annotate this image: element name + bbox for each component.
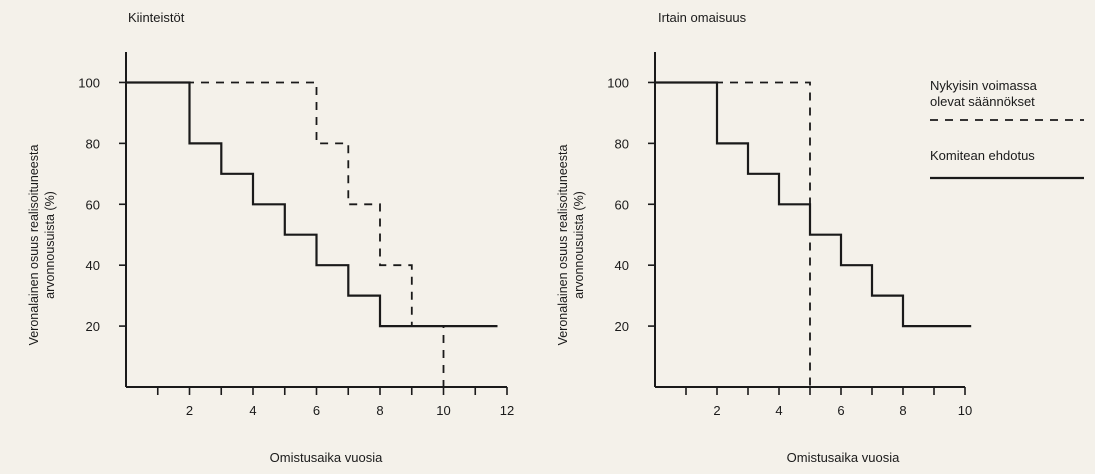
chart1-xtick-label: 2 [186, 403, 193, 418]
chart2-ytick-label: 20 [615, 319, 629, 334]
chart2-ytick-label: 40 [615, 258, 629, 273]
chart1-ylabel-line2: arvonnousuista (%) [43, 191, 57, 299]
chart1-xtick-label: 4 [249, 403, 256, 418]
chart1-xtick-label: 6 [313, 403, 320, 418]
chart1-ylabel-line1: Veronalainen osuus realisoituneesta [27, 145, 41, 346]
chart1-xtick-label: 12 [500, 403, 514, 418]
chart2-xtick-label: 2 [713, 403, 720, 418]
chart2-ytick-label: 60 [615, 197, 629, 212]
chart2-xtick-label: 8 [899, 403, 906, 418]
plots-layer: 20 40 60 80 100 2 4 6 8 10 12 20 40 60 80 100 2 4 6 8 10 [78, 52, 972, 418]
chart2-xtick-label: 4 [775, 403, 782, 418]
chart2-xlabel: Omistusaika vuosia [787, 450, 900, 465]
chart2-series-proposal [655, 81, 972, 328]
chart1-xlabel: Omistusaika vuosia [270, 450, 383, 465]
chart1-title: Kiinteistöt [128, 10, 185, 25]
legend-current-rules-line1: Nykyisin voimassa [930, 78, 1038, 93]
legend-proposal-label: Komitean ehdotus [930, 148, 1035, 163]
chart1-series-proposal [126, 81, 498, 328]
chart1-xtick-label: 10 [436, 403, 450, 418]
chart1-ytick-label: 100 [78, 75, 100, 90]
chart1-ytick-label: 80 [86, 136, 100, 151]
legend-current-rules-line2: olevat säännökset [930, 94, 1035, 109]
chart2-ylabel-line1: Veronalainen osuus realisoituneesta [556, 145, 570, 346]
chart2-xtick-label: 6 [837, 403, 844, 418]
chart2-title: Irtain omaisuus [658, 10, 747, 25]
chart1-ytick-label: 20 [86, 319, 100, 334]
chart1-ytick-label: 40 [86, 258, 100, 273]
chart2-ytick-label: 100 [607, 75, 629, 90]
chart1-series-current-rules [126, 81, 445, 387]
chart1-xtick-label: 8 [376, 403, 383, 418]
chart1-ytick-label: 60 [86, 197, 100, 212]
chart2-xtick-label: 10 [958, 403, 972, 418]
chart2-ytick-label: 80 [615, 136, 629, 151]
chart2-series-current-rules [655, 81, 811, 387]
chart2-ylabel-line2: arvonnousuista (%) [572, 191, 586, 299]
